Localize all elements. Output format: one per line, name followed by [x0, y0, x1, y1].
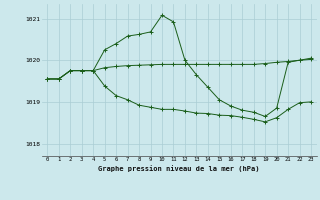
X-axis label: Graphe pression niveau de la mer (hPa): Graphe pression niveau de la mer (hPa)	[99, 165, 260, 172]
